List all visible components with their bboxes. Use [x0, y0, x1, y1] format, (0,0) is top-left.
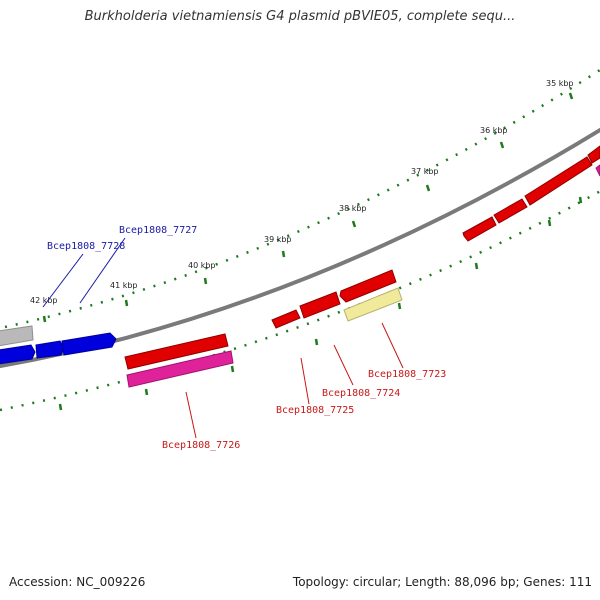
- tick-39kbp: [281, 250, 286, 258]
- tick-40kbp: [203, 277, 208, 285]
- scale-label-39kbp: 39 kbp: [264, 235, 292, 244]
- gene-label-7726: Bcep1808_7726: [162, 440, 240, 451]
- gene-red-7726: [124, 333, 229, 370]
- gene-pink-7726: [126, 350, 234, 388]
- inner-major-ticks: [58, 196, 583, 411]
- gene-yellow: [343, 287, 403, 322]
- accession-text: Accession: NC_009226: [9, 575, 146, 589]
- tick-35kbp: [568, 92, 574, 100]
- plasmid-backbone: [0, 127, 600, 369]
- gene-blue-3: [61, 332, 117, 356]
- scale-label-37kbp: 37 kbp: [411, 167, 439, 176]
- scale-label-36kbp: 36 kbp: [480, 126, 508, 135]
- outer-scale-ring: [4, 68, 600, 329]
- gene-red-2: [493, 198, 528, 224]
- gene-gray: [0, 325, 34, 347]
- tick-36kbp: [499, 141, 505, 149]
- outer-major-ticks: [42, 92, 574, 323]
- gene-red-7724: [299, 291, 341, 319]
- map-title: Burkholderia vietnamiensis G4 plasmid pB…: [84, 9, 516, 24]
- gene-red-4: [587, 145, 600, 164]
- label-leaders: [42, 237, 404, 439]
- inner-scale-ring: [0, 189, 600, 412]
- tick-37kbp: [425, 184, 431, 192]
- scale-label-41kbp: 41 kbp: [110, 281, 138, 290]
- tick-41kbp: [124, 299, 129, 307]
- gene-red-7723: [339, 269, 397, 303]
- reverse-genes: [124, 269, 403, 388]
- scale-label-42kbp: 42 kbp: [30, 296, 58, 305]
- scale-label-35kbp: 35 kbp: [546, 79, 574, 88]
- gene-red-3: [524, 156, 593, 206]
- gene-label-7728: Bcep1808_7728: [47, 241, 125, 252]
- scale-label-40kbp: 40 kbp: [188, 261, 216, 270]
- gene-pink-edge: [595, 164, 600, 177]
- tick-42kbp: [42, 315, 47, 323]
- gene-label-7725: Bcep1808_7725: [276, 405, 354, 416]
- gene-label-7724: Bcep1808_7724: [322, 388, 400, 399]
- scale-label-38kbp: 38 kbp: [339, 204, 367, 213]
- gene-red-1: [462, 216, 497, 242]
- gene-blue-2: [35, 340, 65, 359]
- gene-label-7727: Bcep1808_7727: [119, 225, 197, 236]
- topology-text: Topology: circular; Length: 88,096 bp; G…: [292, 575, 592, 589]
- gene-label-7723: Bcep1808_7723: [368, 369, 446, 380]
- tick-38kbp: [351, 220, 357, 228]
- gene-red-7725: [271, 309, 301, 329]
- forward-genes: [0, 145, 600, 365]
- gene-blue-1: [0, 344, 36, 365]
